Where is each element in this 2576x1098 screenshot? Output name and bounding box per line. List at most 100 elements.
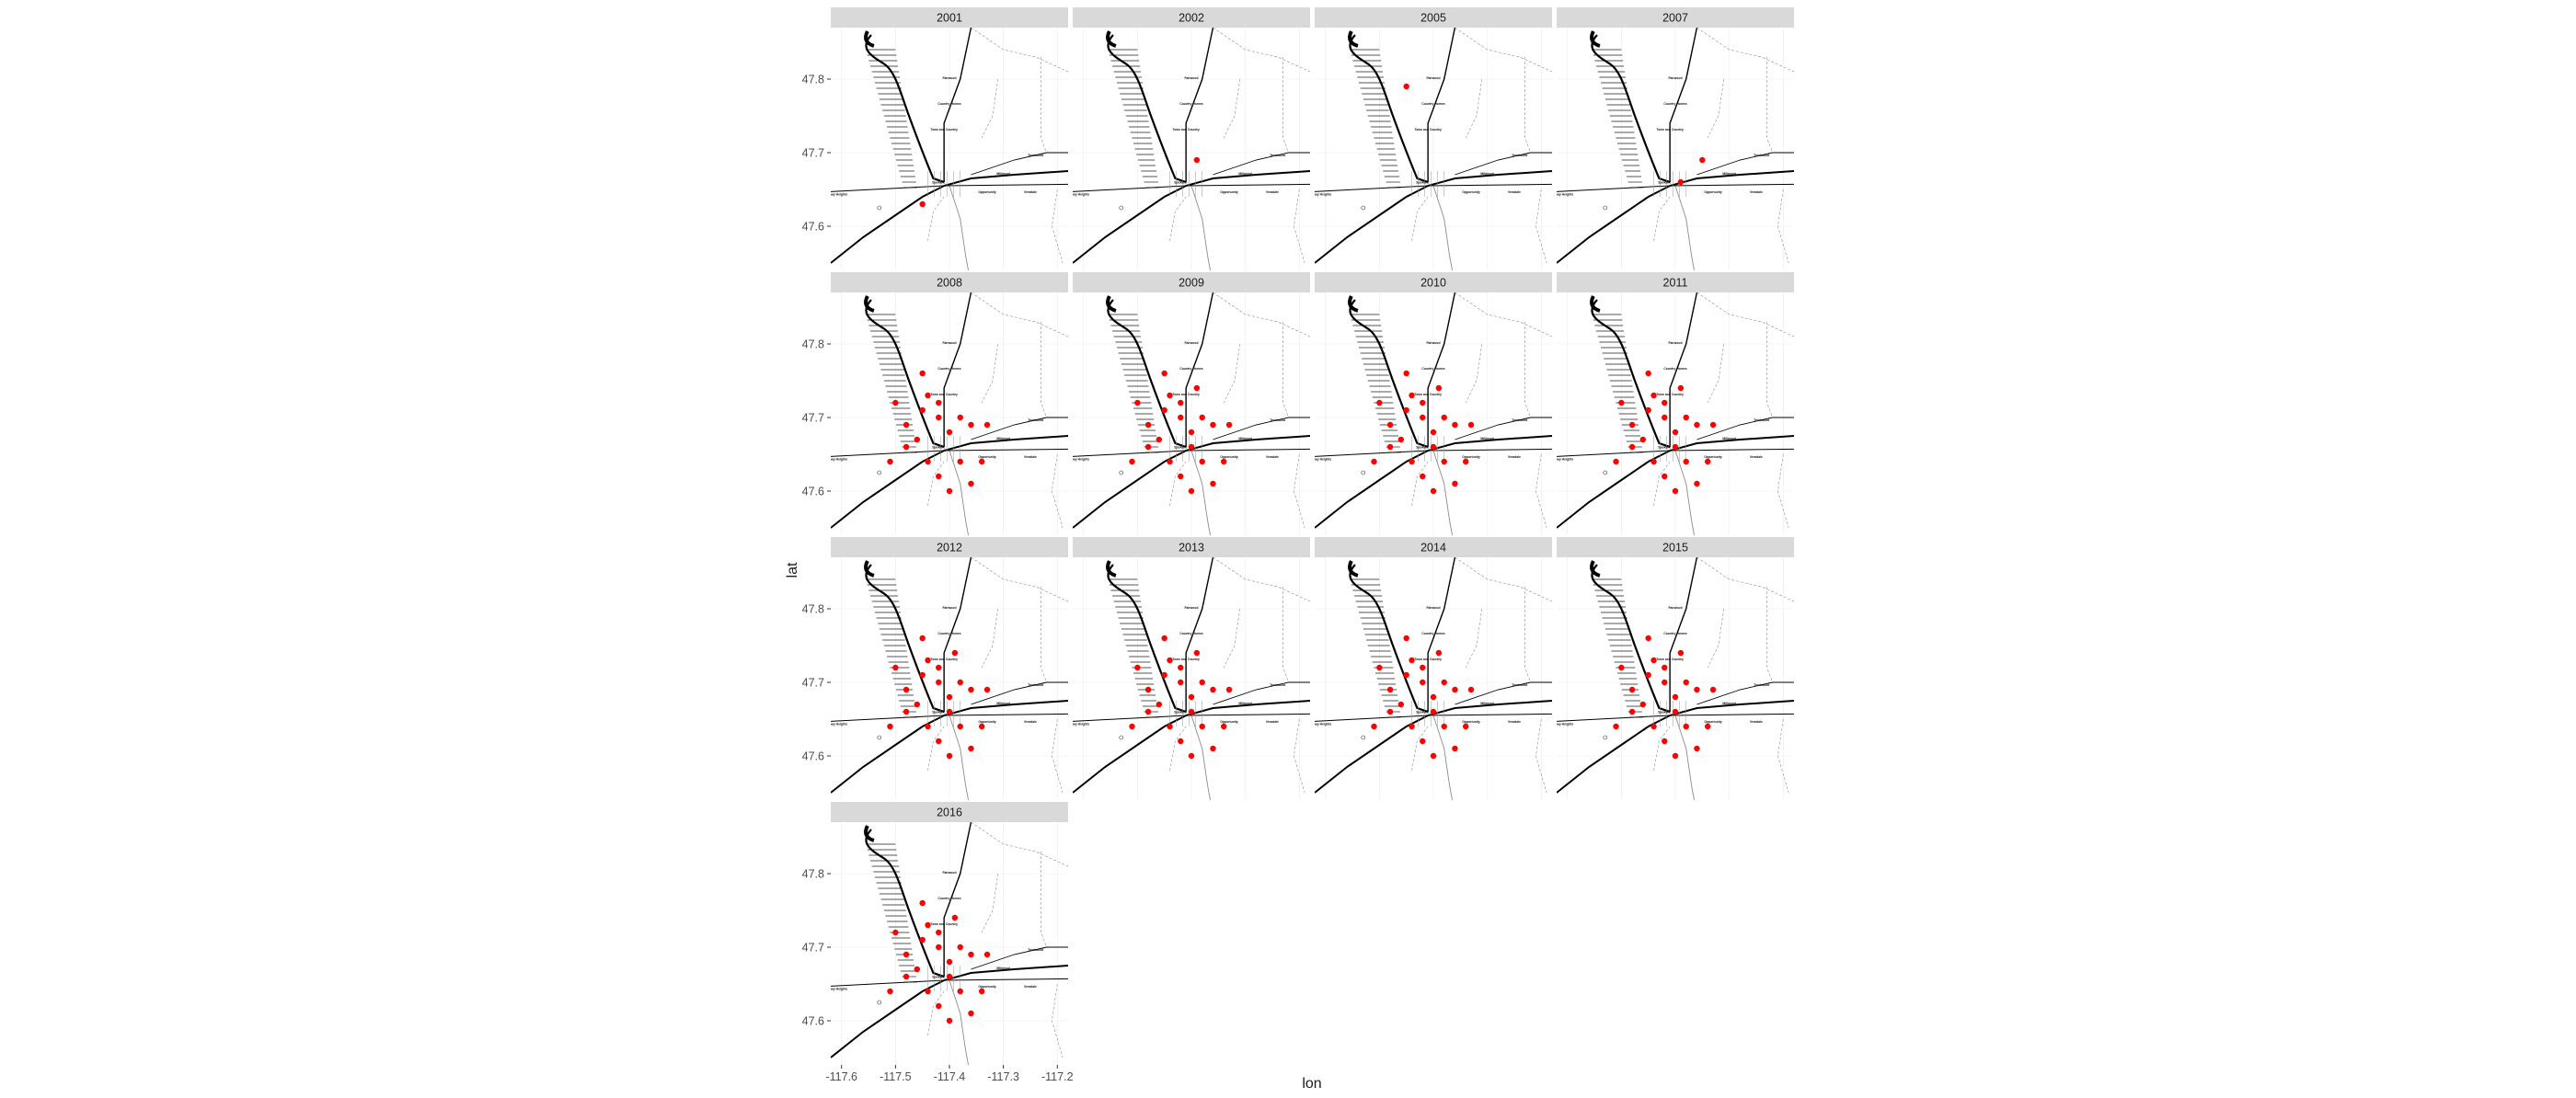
minor-road: [1213, 28, 1310, 73]
map-place-label: Airway Heights: [1067, 722, 1090, 726]
river-line: [1349, 299, 1429, 449]
map-place-label: Spokane: [1658, 446, 1671, 450]
arterial-road: [831, 448, 1068, 457]
map-place-label: Country Homes: [1421, 102, 1444, 106]
airport-icon: [1119, 205, 1124, 211]
north-highway: [943, 822, 972, 977]
facet-strip-label: 2012: [937, 542, 962, 555]
data-point: [1188, 443, 1195, 451]
data-point: [925, 392, 931, 399]
minor-road: [927, 196, 945, 242]
river-head: [864, 825, 875, 842]
data-point: [1420, 679, 1426, 686]
data-point: [1403, 671, 1409, 679]
river-head: [1106, 560, 1117, 578]
x-tick-label: -117.2: [1041, 1070, 1074, 1083]
data-point: [1650, 458, 1657, 465]
north-highway: [1427, 28, 1456, 182]
map-place-label: Town and Country: [1656, 393, 1684, 396]
data-point: [1178, 399, 1184, 406]
map-place-label: Town and Country: [1414, 128, 1442, 132]
y-tick-label: 47.8: [802, 338, 824, 351]
map-place-label: Opportunity: [1462, 720, 1480, 724]
map-place-label: Trentwood: [1270, 154, 1285, 157]
facet-strip-label: 2001: [937, 12, 962, 25]
minor-road: [1777, 453, 1789, 529]
minor-road: [1223, 343, 1241, 404]
data-point: [957, 944, 963, 951]
data-point: [919, 200, 926, 208]
map-place-label: Trentwood: [1754, 418, 1769, 422]
minor-road: [1707, 608, 1725, 669]
data-point: [1188, 693, 1195, 701]
south-highway: [949, 715, 969, 800]
airport-icon: [1361, 470, 1366, 475]
data-point: [1645, 635, 1651, 642]
map-place-label: Country Homes: [1663, 367, 1686, 371]
south-highway: [949, 185, 969, 270]
arterial-road: [831, 713, 1068, 722]
map-place-label: Opportunity: [1704, 455, 1722, 459]
data-point: [1397, 436, 1405, 443]
facet-panel: 2005 Fairwood Country Homes Town and Countr…: [1315, 7, 1552, 270]
map-place-label: Spokane: [932, 976, 945, 979]
data-point: [1167, 657, 1173, 664]
map-place-label: Opportunity: [1220, 455, 1238, 459]
map-place-label: Trentwood: [1754, 154, 1769, 157]
map-place-label: Spokane: [1416, 446, 1429, 450]
interstate-road: [1315, 170, 1552, 264]
river-line: [1107, 564, 1187, 714]
data-point: [925, 657, 931, 664]
map-place-label: Spokane: [1174, 181, 1187, 185]
facet-strip: [1073, 272, 1310, 292]
data-point: [1167, 723, 1173, 730]
minor-road: [1707, 78, 1725, 139]
data-point: [1409, 657, 1415, 664]
data-point: [919, 671, 926, 679]
arterial-road: [1073, 183, 1310, 192]
minor-road: [1294, 453, 1305, 529]
north-highway: [943, 557, 972, 712]
map-place-label: Millwood: [996, 437, 1010, 440]
minor-road: [1282, 322, 1289, 418]
data-point: [1709, 421, 1717, 429]
data-point: [968, 745, 974, 752]
map-place-label: Country Homes: [1421, 367, 1444, 371]
data-point: [1435, 649, 1443, 657]
river-line: [1107, 299, 1187, 449]
data-point: [1129, 458, 1135, 465]
south-highway: [1190, 450, 1211, 535]
facet-strip: [1557, 272, 1794, 292]
minor-road: [1169, 196, 1187, 242]
river-line: [1591, 564, 1671, 714]
north-highway: [1185, 28, 1214, 182]
map-place-label: Veradale: [1508, 720, 1521, 724]
map-place-label: Spokane: [1658, 181, 1671, 185]
data-point: [1662, 473, 1668, 480]
data-point: [968, 1010, 974, 1017]
map-place-label: Opportunity: [1462, 455, 1480, 459]
data-point: [1403, 406, 1409, 414]
minor-road: [1696, 292, 1794, 337]
north-highway: [1427, 292, 1456, 447]
y-tick-label: 47.6: [802, 221, 824, 234]
minor-road: [1535, 189, 1547, 264]
data-point: [1441, 679, 1447, 686]
data-point: [1167, 458, 1173, 465]
minor-road: [1282, 57, 1289, 154]
map-place-label: Fairwood: [1668, 341, 1682, 345]
data-point: [936, 738, 942, 745]
data-point: [1161, 635, 1167, 642]
map-place-label: Millwood: [996, 702, 1010, 705]
data-point: [1199, 679, 1205, 686]
north-highway: [1669, 557, 1698, 712]
ne-road: [1455, 417, 1552, 440]
map-place-label: Country Homes: [1421, 632, 1444, 635]
airport-icon: [877, 205, 882, 211]
minor-road: [1524, 57, 1531, 154]
map-place-label: Spokane: [932, 446, 945, 450]
north-highway: [943, 28, 972, 182]
south-highway: [1190, 715, 1211, 800]
data-point: [1430, 693, 1437, 701]
